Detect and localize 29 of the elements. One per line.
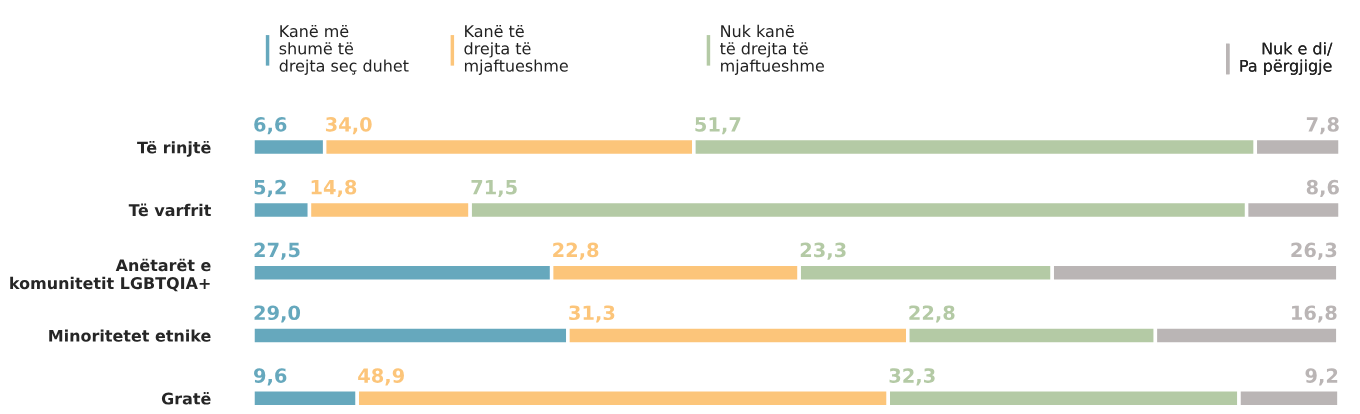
y-tick-label: Anëtarët e komunitetit LGBTQIA+ bbox=[10, 258, 211, 292]
data-label: 5,2 bbox=[254, 179, 286, 197]
data-label: 23,3 bbox=[800, 242, 846, 260]
data-label: 26,3 bbox=[1291, 242, 1337, 260]
data-label: 32,3 bbox=[889, 368, 935, 386]
y-tick-label: Minoritetet etnike bbox=[49, 329, 211, 342]
data-label: 22,8 bbox=[909, 305, 955, 323]
data-label: 34,0 bbox=[325, 117, 372, 135]
legend-label: Nuk e di/ Pa përgjigje bbox=[1240, 42, 1333, 75]
y-tick-label: Të varfrit bbox=[128, 203, 211, 217]
data-label: 7,8 bbox=[1306, 117, 1339, 135]
data-label: 71,5 bbox=[471, 180, 517, 197]
data-label: 9,6 bbox=[254, 368, 287, 386]
data-label: 16,8 bbox=[1292, 305, 1337, 323]
data-label: 6,6 bbox=[254, 117, 287, 135]
data-label: 27,5 bbox=[254, 242, 300, 260]
legend-label: Kanë më shumë të drejta seç duhet bbox=[279, 24, 409, 75]
data-label: 22,8 bbox=[553, 242, 599, 260]
data-label: 29,0 bbox=[254, 305, 301, 323]
data-label: 48,9 bbox=[358, 368, 404, 386]
data-label: 8,6 bbox=[1306, 179, 1339, 197]
data-label: 51,7 bbox=[695, 117, 741, 135]
data-label: 31,3 bbox=[569, 305, 615, 323]
y-tick-label: Të rinjtë bbox=[137, 140, 211, 157]
data-label: 9,2 bbox=[1305, 368, 1338, 386]
legend-label: Kanë të drejta të mjaftueshme bbox=[464, 24, 568, 75]
legend-label: Nuk kanë të drejta të mjaftueshme bbox=[720, 24, 824, 75]
data-label: 14,8 bbox=[311, 179, 357, 197]
y-tick-label: Gratë bbox=[161, 392, 211, 405]
